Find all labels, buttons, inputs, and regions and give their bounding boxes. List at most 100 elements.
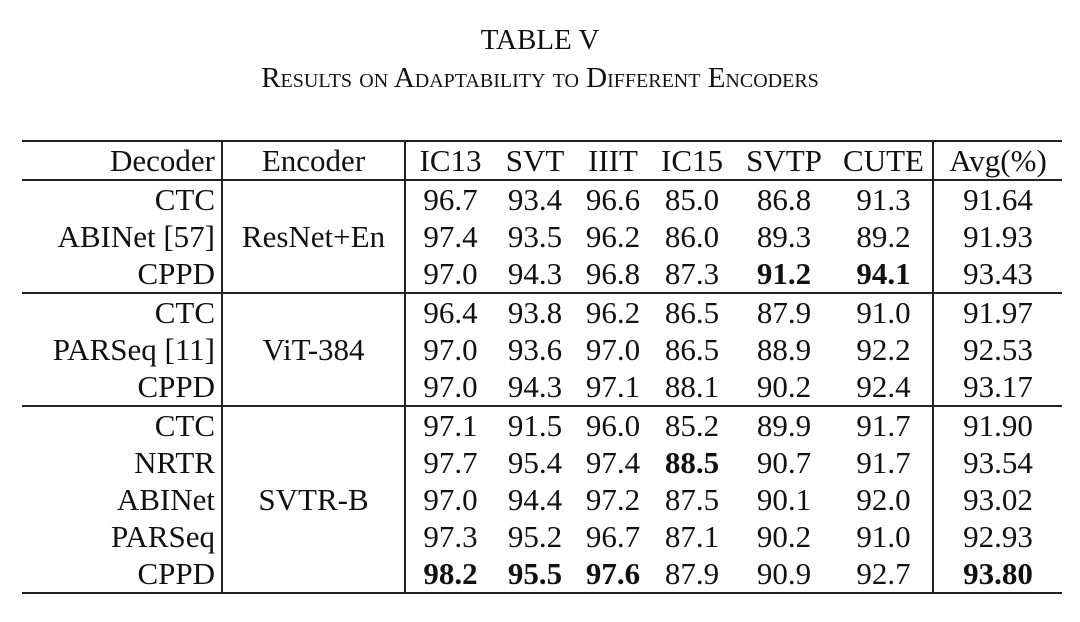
value-cell: 91.2 bbox=[733, 255, 835, 293]
value-cell: 93.6 bbox=[507, 332, 563, 367]
value-cell: 86.5 bbox=[651, 292, 733, 331]
value-cell: 86.5 bbox=[664, 332, 720, 367]
bold-value: 94.1 bbox=[856, 256, 911, 291]
value-cell: 96.4 bbox=[405, 292, 495, 331]
value-cell: 91.3 bbox=[835, 179, 934, 218]
value-cell: 85.2 bbox=[651, 405, 733, 444]
value-cell: 97.1 bbox=[585, 369, 641, 404]
value-cell: 97.0 bbox=[585, 332, 641, 367]
column-header: Decoder bbox=[22, 140, 223, 180]
value-cell: 96.2 bbox=[585, 219, 641, 254]
table-row: PARSeq [11] 97.0 93.6 97.0 86.5 88.9 92.2 92.53 bbox=[22, 331, 1062, 368]
decoder-cell: CTC bbox=[22, 405, 223, 444]
bold-value: 98.2 bbox=[423, 556, 478, 591]
value-cell: 97.3 bbox=[423, 519, 478, 554]
column-header: SVT bbox=[495, 140, 575, 180]
value-cell: 90.2 bbox=[756, 519, 812, 554]
value-cell: 96.7 bbox=[585, 519, 641, 554]
value-cell: 93.43 bbox=[963, 256, 1033, 291]
value-cell: 91.7 bbox=[835, 405, 934, 444]
table-row: CPPD 98.2 95.5 97.6 87.9 90.9 92.7 93.80 bbox=[22, 555, 1062, 594]
value-cell: 93.80 bbox=[933, 555, 1062, 594]
value-cell: 92.2 bbox=[835, 331, 934, 368]
decoder-cell: CTC bbox=[22, 292, 223, 331]
column-header: IC13 bbox=[405, 140, 495, 180]
value-cell: 93.17 bbox=[963, 369, 1033, 404]
value-cell: 90.2 bbox=[756, 369, 812, 404]
column-header: Avg(%) bbox=[933, 140, 1062, 180]
value-cell: 97.0 bbox=[423, 256, 478, 291]
value-cell: 94.1 bbox=[835, 255, 934, 293]
value-cell: 97.2 bbox=[585, 482, 641, 517]
value-cell: 91.97 bbox=[933, 292, 1062, 331]
value-cell: 98.2 bbox=[405, 555, 495, 594]
value-cell: 97.1 bbox=[405, 405, 495, 444]
decoder-cell: ABINet [57] bbox=[22, 218, 223, 255]
table-row: CTC ResNet+En 96.7 93.4 96.6 85.0 86.8 91.3 91.6… bbox=[22, 179, 1062, 293]
encoder-cell: SVTR-B bbox=[222, 405, 406, 594]
value-cell: 93.54 bbox=[963, 445, 1033, 480]
value-cell: 89.9 bbox=[733, 405, 835, 444]
value-cell: 87.3 bbox=[664, 256, 720, 291]
value-cell: 93.8 bbox=[495, 292, 575, 331]
decoder-cell: NRTR bbox=[22, 444, 223, 481]
table-row: CTC ViT-384 96.4 93.8 96.2 86.5 87.9 91.0 91.97 bbox=[22, 292, 1062, 406]
encoder-cell: ViT-384 bbox=[222, 292, 406, 406]
value-cell: 97.7 bbox=[423, 445, 478, 480]
bold-value: 97.6 bbox=[585, 556, 641, 591]
value-cell: 91.0 bbox=[835, 518, 934, 555]
table-row: ABINet 97.0 94.4 97.2 87.5 90.1 92.0 93.02 bbox=[22, 481, 1062, 518]
value-cell: 90.9 bbox=[733, 555, 835, 594]
value-cell: 94.3 bbox=[507, 256, 563, 291]
value-cell: 87.9 bbox=[651, 555, 733, 594]
table-row: CPPD 97.0 94.3 96.8 87.3 91.2 94.1 93.43 bbox=[22, 255, 1062, 293]
table-subtitle: Results on Adaptability to Different Enc… bbox=[261, 62, 819, 94]
value-cell: 90.1 bbox=[756, 482, 812, 517]
table-row: CTC SVTR-B 97.1 91.5 96.0 85.2 89.9 91.7 91.90 bbox=[22, 405, 1062, 594]
bold-value: 91.2 bbox=[756, 256, 812, 291]
value-cell: 91.90 bbox=[933, 405, 1062, 444]
decoder-cell: CTC bbox=[22, 179, 223, 218]
table-row: PARSeq 97.3 95.2 96.7 87.1 90.2 91.0 92.93 bbox=[22, 518, 1062, 555]
value-cell: 97.4 bbox=[585, 445, 641, 480]
value-cell: 91.64 bbox=[933, 179, 1062, 218]
value-cell: 97.0 bbox=[423, 332, 478, 367]
value-cell: 97.4 bbox=[423, 219, 478, 254]
decoder-cell: CPPD bbox=[22, 368, 223, 406]
value-cell: 95.4 bbox=[507, 445, 563, 480]
value-cell: 97.0 bbox=[423, 482, 478, 517]
bold-value: 88.5 bbox=[664, 445, 720, 480]
value-cell: 88.1 bbox=[664, 369, 720, 404]
bold-value: 95.5 bbox=[507, 556, 563, 591]
value-cell: 93.4 bbox=[495, 179, 575, 218]
value-cell: 93.5 bbox=[507, 219, 563, 254]
results-table: Decoder Encoder IC13 SVT IIIT IC15 SVTP CUTE Avg… bbox=[22, 140, 1062, 594]
value-cell: 87.9 bbox=[733, 292, 835, 331]
value-cell: 95.2 bbox=[507, 519, 563, 554]
table-row: CPPD 97.0 94.3 97.1 88.1 90.2 92.4 93.17 bbox=[22, 368, 1062, 406]
value-cell: 92.7 bbox=[835, 555, 934, 594]
value-cell: 92.4 bbox=[835, 368, 934, 406]
value-cell: 96.2 bbox=[575, 292, 651, 331]
value-cell: 96.0 bbox=[575, 405, 651, 444]
value-cell: 92.53 bbox=[963, 332, 1033, 367]
column-header: IIIT bbox=[575, 140, 651, 180]
value-cell: 93.02 bbox=[963, 482, 1033, 517]
column-header: CUTE bbox=[835, 140, 934, 180]
value-cell: 94.3 bbox=[507, 369, 563, 404]
column-header: Encoder bbox=[222, 140, 406, 180]
value-cell: 96.6 bbox=[575, 179, 651, 218]
value-cell: 92.0 bbox=[835, 481, 934, 518]
value-cell: 97.6 bbox=[575, 555, 651, 594]
decoder-cell: PARSeq bbox=[22, 518, 223, 555]
value-cell: 95.5 bbox=[495, 555, 575, 594]
decoder-cell: CPPD bbox=[22, 555, 223, 594]
value-cell: 86.0 bbox=[664, 219, 720, 254]
value-cell: 87.5 bbox=[664, 482, 720, 517]
value-cell: 94.4 bbox=[507, 482, 563, 517]
value-cell: 91.7 bbox=[835, 444, 934, 481]
column-header: IC15 bbox=[651, 140, 733, 180]
value-cell: 89.3 bbox=[756, 219, 812, 254]
value-cell: 96.7 bbox=[405, 179, 495, 218]
value-cell: 87.1 bbox=[664, 519, 720, 554]
